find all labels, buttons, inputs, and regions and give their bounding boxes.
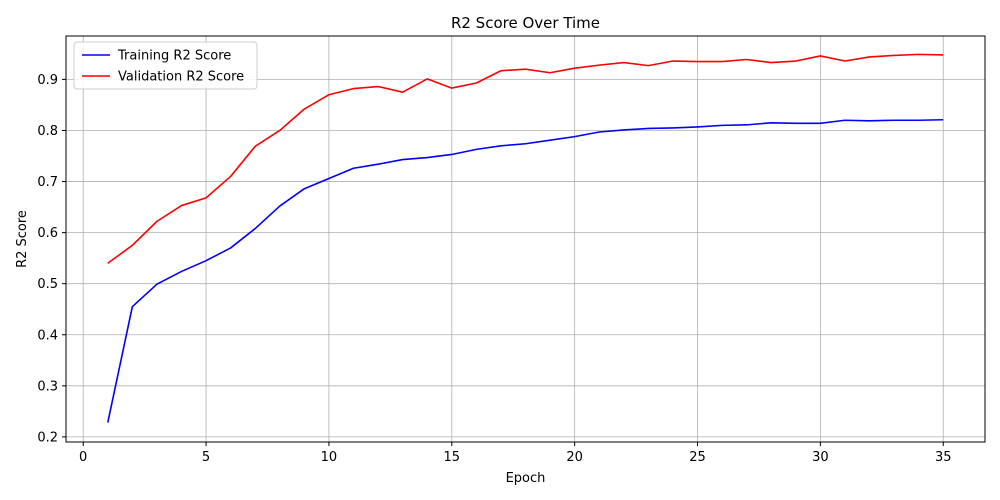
x-tick-label: 15 bbox=[444, 450, 461, 465]
x-tick-label: 10 bbox=[321, 450, 338, 465]
x-tick-label: 5 bbox=[202, 450, 210, 465]
x-axis: 0 5 10 15 20 25 30 35 bbox=[79, 442, 952, 465]
y-tick-label: 0.7 bbox=[37, 175, 58, 190]
series-line-1 bbox=[107, 53, 944, 264]
x-tick-label: 25 bbox=[689, 450, 706, 465]
legend-label: Validation R2 Score bbox=[118, 70, 244, 85]
legend-label: Training R2 Score bbox=[117, 49, 231, 64]
y-axis: 0.2 0.3 0.4 0.5 0.6 0.7 0.8 0.9 bbox=[37, 73, 66, 445]
y-tick-label: 0.9 bbox=[37, 73, 58, 88]
y-tick-label: 0.4 bbox=[37, 328, 58, 343]
plot-frame bbox=[65, 35, 986, 443]
series-layer bbox=[106, 53, 944, 423]
y-tick-label: 0.6 bbox=[37, 226, 58, 241]
legend: Training R2 Score Validation R2 Score bbox=[73, 41, 258, 90]
x-tick-label: 30 bbox=[812, 450, 829, 465]
y-axis-label: R2 Score bbox=[15, 210, 30, 268]
chart-title: R2 Score Over Time bbox=[451, 14, 600, 32]
x-tick-label: 0 bbox=[79, 450, 87, 465]
y-tick-label: 0.5 bbox=[37, 277, 58, 292]
x-tick-label: 20 bbox=[566, 450, 583, 465]
y-tick-label: 0.3 bbox=[37, 379, 58, 394]
x-axis-label: Epoch bbox=[506, 471, 546, 486]
grid bbox=[66, 36, 985, 442]
y-tick-label: 0.8 bbox=[37, 124, 58, 139]
legend-box bbox=[73, 41, 258, 90]
x-tick-label: 35 bbox=[935, 450, 952, 465]
y-tick-label: 0.2 bbox=[37, 430, 58, 445]
series-line-0 bbox=[106, 118, 944, 423]
